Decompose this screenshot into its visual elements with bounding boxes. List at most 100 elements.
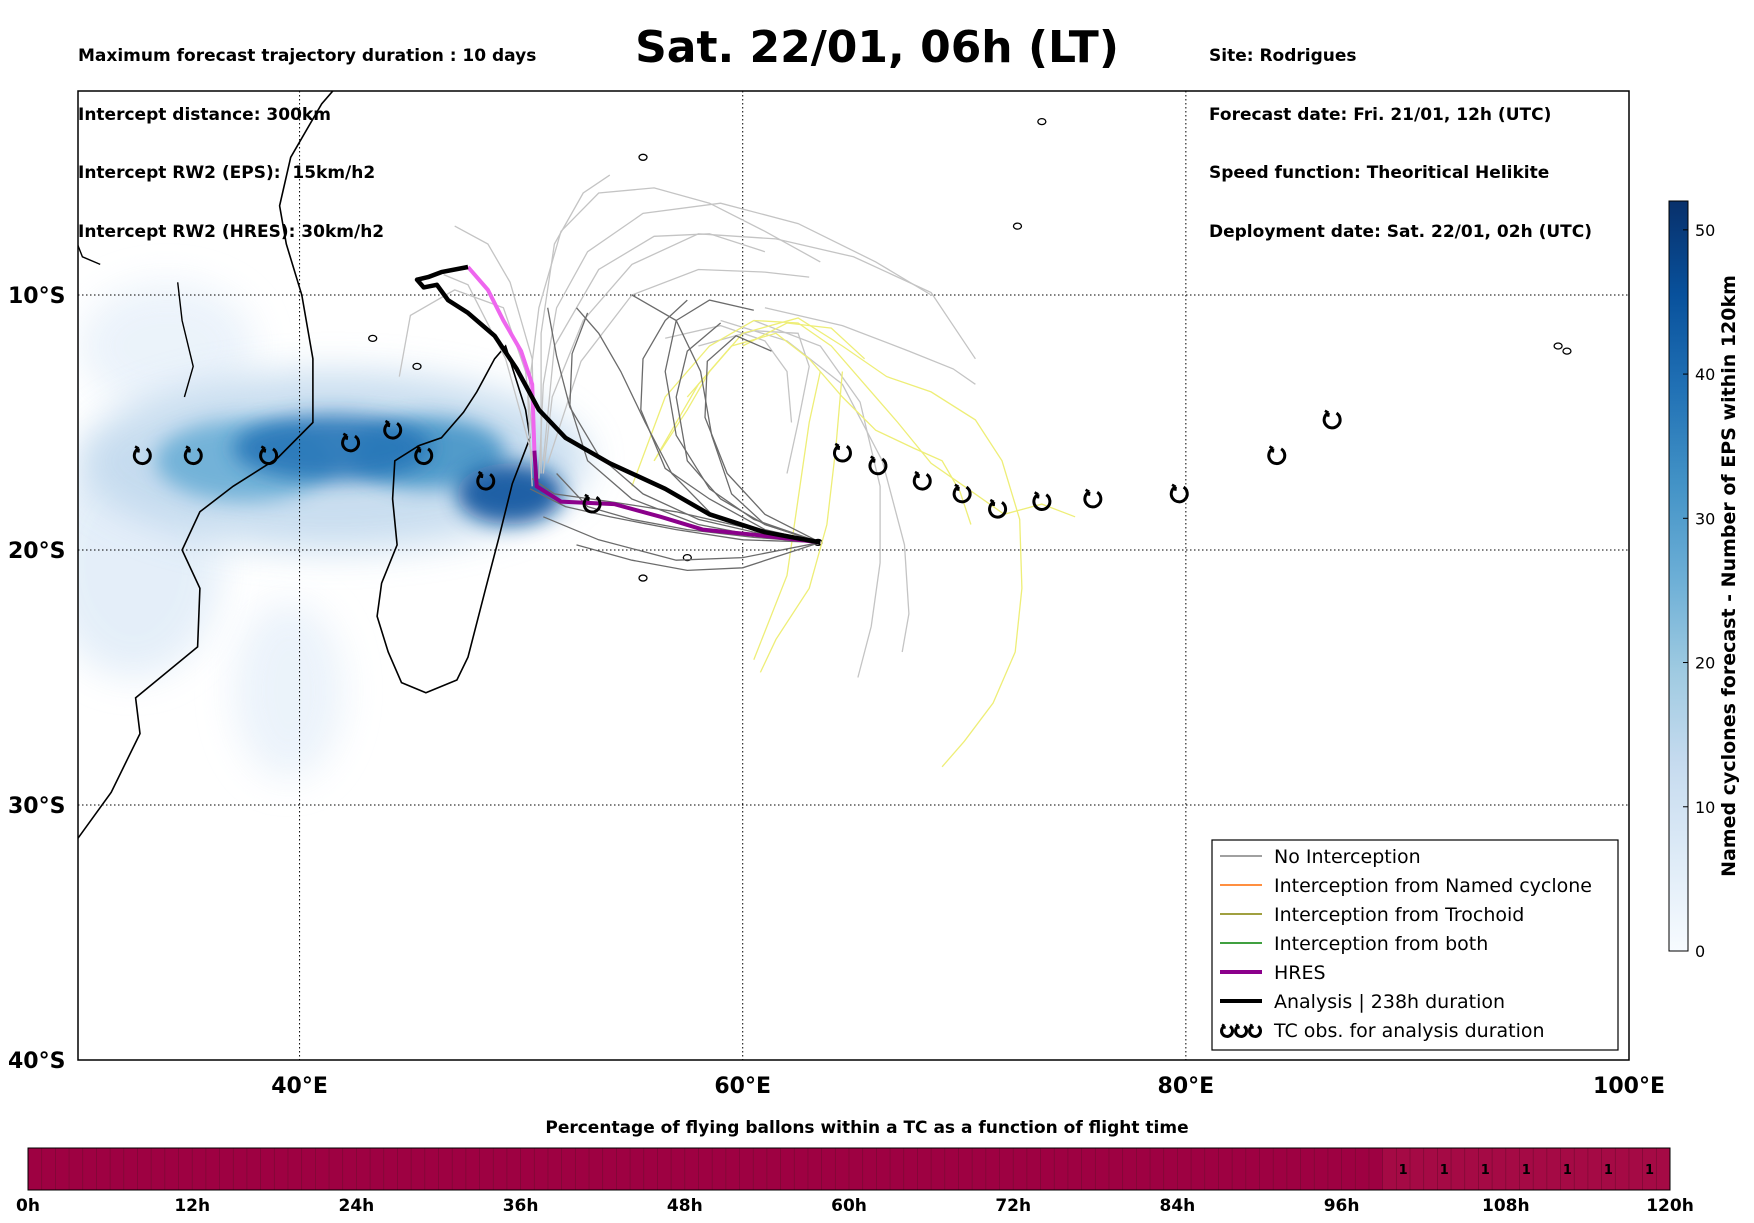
flight-time-tick-label: 84h: [1160, 1196, 1196, 1216]
eps-track-light: [540, 174, 611, 474]
legend-box: [1211, 839, 1619, 1051]
legend: No Interception Interception from Named c…: [1211, 839, 1619, 1051]
page-title: Sat. 22/01, 06h (LT): [635, 22, 1119, 73]
flight-time-tick-label: 48h: [667, 1196, 703, 1216]
eps-track-yellow: [759, 371, 844, 673]
header-left-info: Maximum forecast trajectory duration : 1…: [78, 8, 536, 262]
island: [638, 574, 648, 582]
eps-track-light: [538, 202, 932, 479]
percentage-bar: Percentage of flying ballons within a TC…: [16, 1118, 1694, 1216]
legend-label: Interception from Trochoid: [1274, 904, 1524, 926]
tc-observation-marker: [1083, 488, 1103, 509]
tc-observation-marker: [1220, 1023, 1235, 1038]
colorbar-tick-label: 30: [1695, 509, 1715, 528]
colorbar-tick-label: 50: [1695, 221, 1715, 240]
tc-observation-marker: [1169, 483, 1189, 504]
hres-track: [532, 450, 821, 545]
eps-track-light: [443, 274, 536, 464]
eps-track-light: [527, 187, 821, 487]
eps-track-light: [698, 330, 810, 474]
longitude-tick-label: 60°E: [714, 1074, 771, 1099]
percentage-bar-frame: [27, 1147, 1671, 1191]
percentage-cell-value: 1: [1522, 1163, 1531, 1178]
tc-observation-marker: [341, 432, 361, 453]
colorbar-tick-label: 10: [1695, 798, 1715, 817]
density-blob: [233, 414, 433, 482]
intercept-hres-text: Intercept RW2 (HRES): 30km/h2: [78, 221, 385, 242]
speed-function-text: Speed function: Theoritical Helikite: [1209, 163, 1550, 183]
latitude-tick-label: 20°S: [8, 539, 65, 564]
legend-entry: TC obs. for analysis duration: [1220, 1020, 1545, 1042]
longitude-tick-label: 80°E: [1158, 1074, 1215, 1099]
legend-label: Interception from Named cyclone: [1274, 875, 1592, 897]
tc-observation-marker: [868, 455, 888, 476]
lake-outline: [177, 282, 194, 398]
tc-observation-marker: [582, 493, 602, 514]
percentage-cell-value: 1: [1481, 1163, 1490, 1178]
intercept-distance-text: Intercept distance: 300km: [78, 104, 331, 125]
density-blob: [233, 601, 344, 780]
island: [638, 153, 648, 161]
percentage-bar-main: [28, 1148, 1383, 1190]
island: [1037, 117, 1047, 126]
analysis-track: [414, 264, 821, 545]
eps-track-light: [764, 307, 976, 385]
legend-entry: Analysis | 238h duration: [1220, 991, 1505, 1013]
flight-time-tick-label: 96h: [1324, 1196, 1360, 1216]
tc-observation-marker: [476, 470, 496, 491]
eps-track-no-interception: [704, 335, 821, 543]
legend-entry: Interception from Named cyclone: [1220, 875, 1592, 897]
intercept-eps-text: Intercept RW2 (EPS): 15km/h2: [78, 163, 376, 183]
africa-coastline: [78, 91, 334, 839]
eps-track-no-interception: [640, 299, 821, 544]
tc-observations-layer: [132, 409, 1342, 519]
eps-track-yellow: [742, 322, 866, 360]
colorbar-scale: [1668, 200, 1689, 952]
eps-density-layer: [78, 282, 588, 780]
longitude-tick-label: 100°E: [1593, 1074, 1665, 1099]
madagascar-coastline: [376, 344, 531, 694]
percentage-cell-value: 1: [1645, 1163, 1654, 1178]
island: [368, 334, 378, 343]
eps-track-no-interception: [529, 488, 821, 544]
legend-label: HRES: [1274, 962, 1326, 984]
colorbar-tick-label: 0: [1695, 942, 1705, 961]
map-area: [78, 91, 1629, 1060]
forecast-date-text: Forecast date: Fri. 21/01, 12h (UTC): [1209, 104, 1552, 125]
eps-track-yellow: [631, 319, 1076, 518]
tc-observation-marker: [132, 445, 152, 466]
colorbar-tick-label: 20: [1695, 654, 1715, 673]
island: [1012, 222, 1023, 230]
tc-observation-marker: [1032, 491, 1052, 511]
eps-track-light: [547, 268, 810, 464]
density-blob: [78, 282, 256, 410]
island: [412, 362, 422, 371]
latitude-tick-label: 40°S: [8, 1049, 65, 1074]
eps-track-no-interception: [664, 299, 821, 544]
map-axis-labels: 40°E 60°E 80°E 100°E 10°S 20°S 30°S 40°S: [8, 284, 1665, 1099]
eps-track-light: [665, 324, 793, 423]
site-text: Site: Rodrigues: [1209, 46, 1357, 66]
coastlines: [78, 91, 1572, 839]
legend-entry: Interception from both: [1220, 933, 1488, 955]
tc-observation-marker: [832, 442, 852, 463]
longitude-tick-label: 40°E: [271, 1074, 328, 1099]
legend-entry: Interception from Trochoid: [1220, 904, 1524, 926]
flight-time-tick-label: 108h: [1482, 1196, 1530, 1216]
colorbar-tick-label: 40: [1695, 365, 1715, 384]
tc-observation-marker: [414, 445, 434, 466]
island: [682, 554, 692, 562]
latitude-tick-label: 10°S: [8, 284, 65, 309]
percentage-bar-tail: [1382, 1148, 1670, 1190]
header-right-info: Site: Rodrigues Forecast date: Fri. 21/0…: [1209, 8, 1592, 262]
latitude-tick-label: 30°S: [8, 794, 65, 819]
eps-track-yellow: [653, 317, 1023, 768]
flight-time-tick-label: 120h: [1646, 1196, 1694, 1216]
legend-entry: HRES: [1220, 962, 1326, 984]
eps-track-light: [753, 319, 881, 678]
percentage-cell-value: 1: [1604, 1163, 1613, 1178]
tc-observation-marker: [259, 445, 279, 466]
percentage-cell-value: 1: [1440, 1163, 1449, 1178]
eps-track-no-interception: [576, 541, 821, 572]
